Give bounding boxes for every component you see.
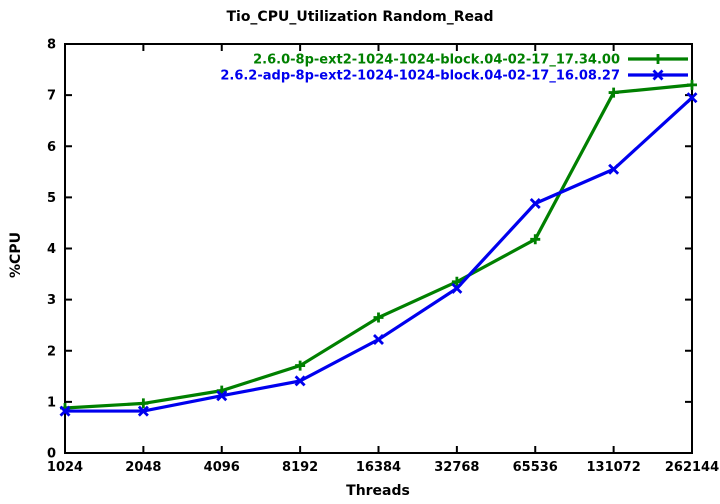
plus-marker [608, 87, 619, 98]
plus-marker [138, 398, 149, 409]
x-tick-label: 4096 [204, 460, 240, 475]
y-tick-label: 0 [47, 447, 56, 462]
plus-marker [530, 234, 541, 245]
legend-entry-label: 2.6.0-8p-ext2-1024-1024-block.04-02-17_1… [253, 53, 620, 68]
x-tick-label: 8192 [282, 460, 318, 475]
x-tick-label: 32768 [434, 460, 479, 475]
legend-cross-marker [652, 69, 664, 81]
series-line-1 [65, 96, 694, 413]
cross-marker [294, 375, 306, 387]
plus-marker [451, 276, 462, 287]
series-line-0 [64, 83, 693, 410]
y-tick-label: 5 [47, 191, 56, 206]
y-tick-label: 7 [47, 89, 56, 104]
cross-marker [59, 405, 71, 417]
legend-plus-marker [653, 54, 663, 64]
plus-marker [687, 79, 697, 90]
x-tick-label: 262144 [665, 460, 719, 475]
x-tick-label: 16384 [356, 460, 401, 475]
y-axis-label: %CPU [8, 232, 24, 278]
cross-marker [216, 390, 228, 402]
plus-marker [295, 360, 306, 371]
y-tick-label: 3 [47, 293, 56, 308]
legend-entry-label: 2.6.2-adp-8p-ext2-1024-1024-block.04-02-… [220, 69, 620, 84]
y-tick-label: 2 [47, 344, 56, 359]
cross-marker [373, 334, 384, 345]
cross-marker [137, 405, 149, 417]
x-tick-label: 131072 [586, 460, 640, 475]
y-tick-label: 6 [47, 140, 56, 155]
plus-marker [373, 312, 384, 323]
y-tick-label: 8 [47, 38, 56, 53]
x-tick-label: 1024 [47, 460, 83, 475]
cross-marker [451, 282, 463, 294]
y-tick-label: 4 [47, 242, 56, 257]
cross-marker [529, 198, 541, 209]
y-tick-label: 1 [47, 395, 56, 410]
x-tick-label: 2048 [125, 460, 161, 475]
cross-marker [608, 163, 620, 175]
x-tick-label: 65536 [513, 460, 558, 475]
chart-title: Tio_CPU_Utilization Random_Read [226, 9, 494, 25]
x-axis-label: Threads [346, 483, 410, 499]
plot-frame [64, 43, 693, 454]
cross-marker [686, 92, 698, 104]
